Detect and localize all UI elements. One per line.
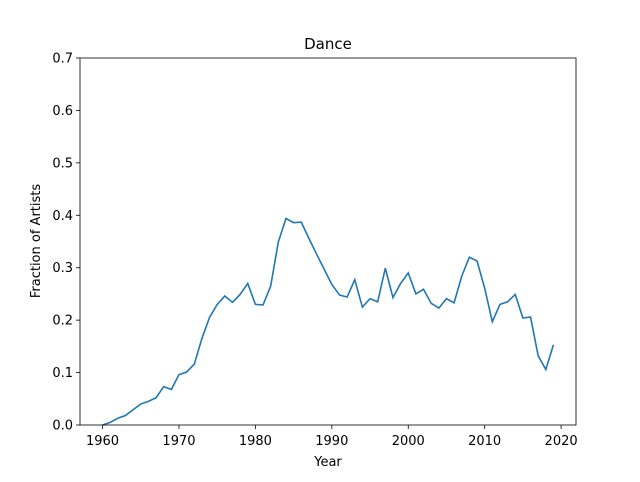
x-tick-label: 2000 bbox=[392, 434, 425, 449]
y-tick-label: 0.1 bbox=[52, 366, 73, 381]
y-tick-label: 0.3 bbox=[52, 261, 73, 276]
y-tick-label: 0.7 bbox=[52, 52, 73, 67]
data-line bbox=[102, 217, 555, 426]
x-axis-label: Year bbox=[313, 455, 342, 470]
x-tick-label: 2010 bbox=[468, 434, 501, 449]
y-axis-label: Fraction of Artists bbox=[29, 184, 44, 299]
x-tick-label: 1990 bbox=[315, 434, 348, 449]
chart-title: Dance bbox=[304, 35, 352, 53]
y-tick-label: 0.4 bbox=[52, 209, 73, 224]
y-tick-label: 0.0 bbox=[52, 419, 73, 434]
y-tick-label: 0.5 bbox=[52, 156, 73, 171]
x-tick-label: 1960 bbox=[86, 434, 119, 449]
x-tick-label: 1980 bbox=[239, 434, 272, 449]
x-tick-label: 1970 bbox=[162, 434, 195, 449]
x-tick-label: 2020 bbox=[545, 434, 578, 449]
y-tick-label: 0.2 bbox=[52, 314, 73, 329]
y-tick-label: 0.6 bbox=[52, 104, 73, 119]
plot-frame bbox=[79, 57, 577, 426]
